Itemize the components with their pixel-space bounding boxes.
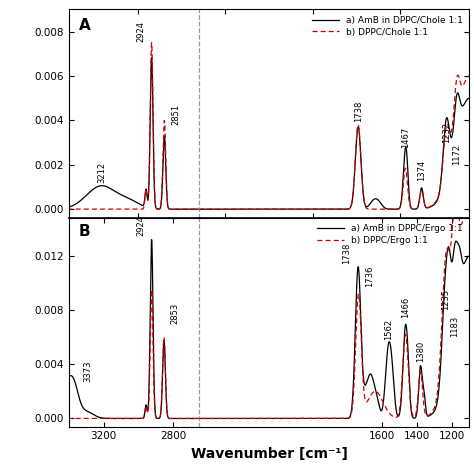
Text: 1380: 1380	[416, 340, 425, 362]
b) DPPC/Ergo 1:1	[152, 405, 157, 410]
Text: A: A	[79, 18, 91, 33]
a) AmB in DPPC/Chole 1:1	[244, 206, 249, 212]
b) DPPC/Ergo 1:1	[244, 416, 249, 421]
Text: 2924: 2924	[136, 21, 145, 42]
a) AmB in DPPC/Ergo 1:1	[244, 416, 249, 421]
Text: 2853: 2853	[171, 302, 180, 324]
b) DPPC/Ergo 1:1	[48, 416, 54, 421]
Text: 1736: 1736	[365, 265, 374, 287]
Text: 1172: 1172	[452, 144, 461, 165]
X-axis label: Wavenumber [cm⁻¹]: Wavenumber [cm⁻¹]	[191, 447, 347, 461]
a) AmB in DPPC/Chole 1:1	[149, 55, 155, 60]
a) AmB in DPPC/Ergo 1:1	[149, 237, 155, 243]
Text: 3420: 3420	[0, 473, 1, 474]
Text: 1738: 1738	[354, 100, 363, 122]
Text: 2924: 2924	[136, 215, 145, 236]
b) DPPC/Chole 1:1	[244, 206, 249, 212]
Text: 1466: 1466	[401, 297, 410, 318]
Line: a) AmB in DPPC/Chole 1:1: a) AmB in DPPC/Chole 1:1	[51, 57, 474, 209]
Text: 3212: 3212	[97, 162, 106, 183]
a) AmB in DPPC/Chole 1:1	[152, 195, 158, 201]
b) DPPC/Ergo 1:1	[212, 416, 218, 421]
Text: 1467: 1467	[401, 127, 410, 147]
Text: 1374: 1374	[417, 160, 426, 181]
b) DPPC/Chole 1:1	[154, 206, 160, 212]
Legend: a) AmB in DPPC/Ergo 1:1, b) DPPC/Ergo 1:1: a) AmB in DPPC/Ergo 1:1, b) DPPC/Ergo 1:…	[315, 223, 465, 247]
a) AmB in DPPC/Ergo 1:1	[213, 416, 219, 421]
a) AmB in DPPC/Chole 1:1	[287, 206, 293, 212]
Text: B: B	[79, 224, 91, 239]
a) AmB in DPPC/Ergo 1:1	[210, 416, 216, 421]
b) DPPC/Ergo 1:1	[150, 306, 155, 311]
Text: 1235: 1235	[441, 289, 450, 310]
b) DPPC/Chole 1:1	[152, 194, 158, 200]
b) DPPC/Chole 1:1	[150, 69, 155, 74]
a) AmB in DPPC/Chole 1:1	[154, 206, 160, 212]
b) DPPC/Ergo 1:1	[154, 416, 160, 421]
Line: b) DPPC/Chole 1:1: b) DPPC/Chole 1:1	[51, 43, 474, 209]
Text: 1183: 1183	[450, 316, 459, 337]
Line: b) DPPC/Ergo 1:1: b) DPPC/Ergo 1:1	[51, 199, 474, 419]
Text: 1562: 1562	[384, 319, 393, 340]
a) AmB in DPPC/Chole 1:1	[48, 206, 54, 212]
a) AmB in DPPC/Ergo 1:1	[48, 415, 54, 421]
b) DPPC/Chole 1:1	[213, 206, 219, 212]
a) AmB in DPPC/Ergo 1:1	[154, 416, 160, 421]
a) AmB in DPPC/Ergo 1:1	[150, 268, 155, 273]
a) AmB in DPPC/Chole 1:1	[213, 206, 219, 212]
b) DPPC/Ergo 1:1	[453, 196, 458, 202]
Text: 3373: 3373	[83, 360, 92, 382]
Line: a) AmB in DPPC/Ergo 1:1: a) AmB in DPPC/Ergo 1:1	[51, 240, 474, 419]
a) AmB in DPPC/Ergo 1:1	[152, 402, 158, 408]
Text: 1232: 1232	[442, 122, 451, 143]
b) DPPC/Chole 1:1	[48, 206, 54, 212]
b) DPPC/Chole 1:1	[149, 40, 155, 46]
Text: 1738: 1738	[343, 243, 352, 264]
a) AmB in DPPC/Chole 1:1	[150, 81, 155, 87]
Legend: a) AmB in DPPC/Chole 1:1, b) DPPC/Chole 1:1: a) AmB in DPPC/Chole 1:1, b) DPPC/Chole …	[310, 14, 465, 38]
Text: 2851: 2851	[171, 104, 180, 126]
